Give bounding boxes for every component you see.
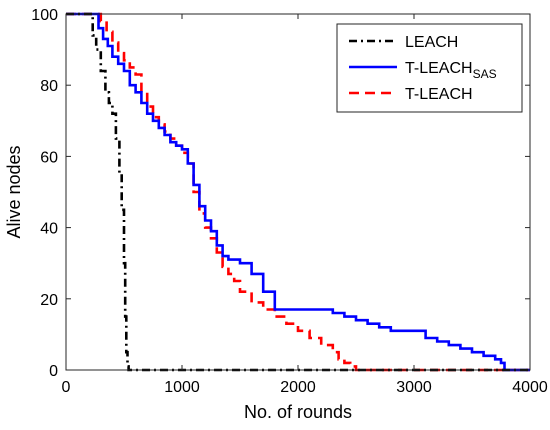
x-tick-label: 2000 <box>280 379 316 396</box>
legend-label: T-LEACH <box>405 86 473 103</box>
x-tick-label: 4000 <box>512 379 548 396</box>
series-line-2 <box>66 12 530 372</box>
y-tick-label: 0 <box>49 363 58 380</box>
y-axis-ticks: 0 20 40 60 80 100 <box>31 7 530 380</box>
legend-label: T-LEACHSAS <box>405 60 497 81</box>
y-tick-label: 20 <box>40 292 58 309</box>
y-tick-label: 100 <box>31 7 58 24</box>
y-axis-label: Alive nodes <box>4 145 24 238</box>
y-tick-label: 60 <box>40 149 58 166</box>
legend-label: LEACH <box>405 34 458 51</box>
series-line-1 <box>66 12 530 372</box>
x-tick-label: 3000 <box>396 379 432 396</box>
x-axis-ticks: 0 1000 2000 3000 4000 <box>62 14 548 396</box>
x-tick-label: 0 <box>62 379 71 396</box>
y-tick-label: 80 <box>40 78 58 95</box>
y-tick-label: 40 <box>40 221 58 238</box>
x-axis-label: No. of rounds <box>244 402 352 422</box>
legend-label-subscript: SAS <box>473 67 497 81</box>
legend: LEACH T-LEACHSAS T-LEACH <box>336 23 523 113</box>
x-tick-label: 1000 <box>164 379 200 396</box>
